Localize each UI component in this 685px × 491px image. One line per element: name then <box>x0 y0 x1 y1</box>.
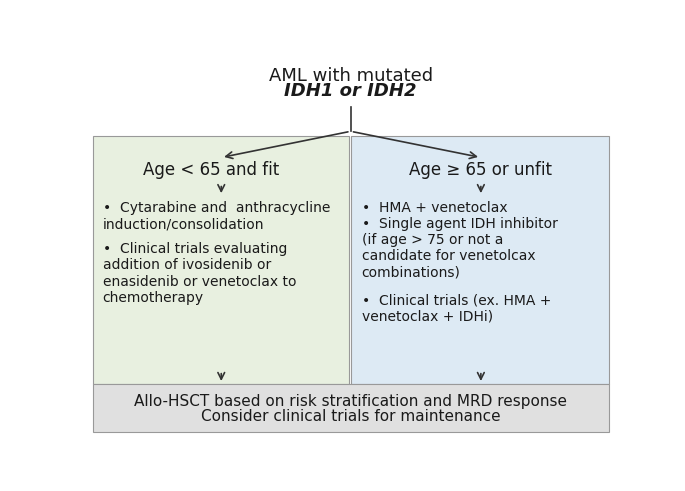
Text: •  Clinical trials (ex. HMA +
venetoclax + IDHi): • Clinical trials (ex. HMA + venetoclax … <box>362 294 551 324</box>
Text: Allo-HSCT based on risk stratification and MRD response: Allo-HSCT based on risk stratification a… <box>134 394 567 409</box>
Text: •  Clinical trials evaluating
addition of ivosidenib or
enasidenib or venetoclax: • Clinical trials evaluating addition of… <box>103 242 296 305</box>
Text: Age < 65 and fit: Age < 65 and fit <box>143 161 279 179</box>
Text: IDH1 or IDH2: IDH1 or IDH2 <box>284 82 417 100</box>
Text: •  HMA + venetoclax: • HMA + venetoclax <box>362 201 507 216</box>
Text: AML with mutated: AML with mutated <box>269 67 433 84</box>
Text: Consider clinical trials for maintenance: Consider clinical trials for maintenance <box>201 409 501 424</box>
Bar <box>93 136 349 384</box>
Bar <box>93 384 609 432</box>
Text: •  Cytarabine and  anthracycline
induction/consolidation: • Cytarabine and anthracycline induction… <box>103 201 330 232</box>
Text: Age ≥ 65 or unfit: Age ≥ 65 or unfit <box>408 161 551 179</box>
Text: •  Single agent IDH inhibitor
(if age > 75 or not a
candidate for venetolcax
com: • Single agent IDH inhibitor (if age > 7… <box>362 217 558 279</box>
Bar <box>351 136 609 384</box>
